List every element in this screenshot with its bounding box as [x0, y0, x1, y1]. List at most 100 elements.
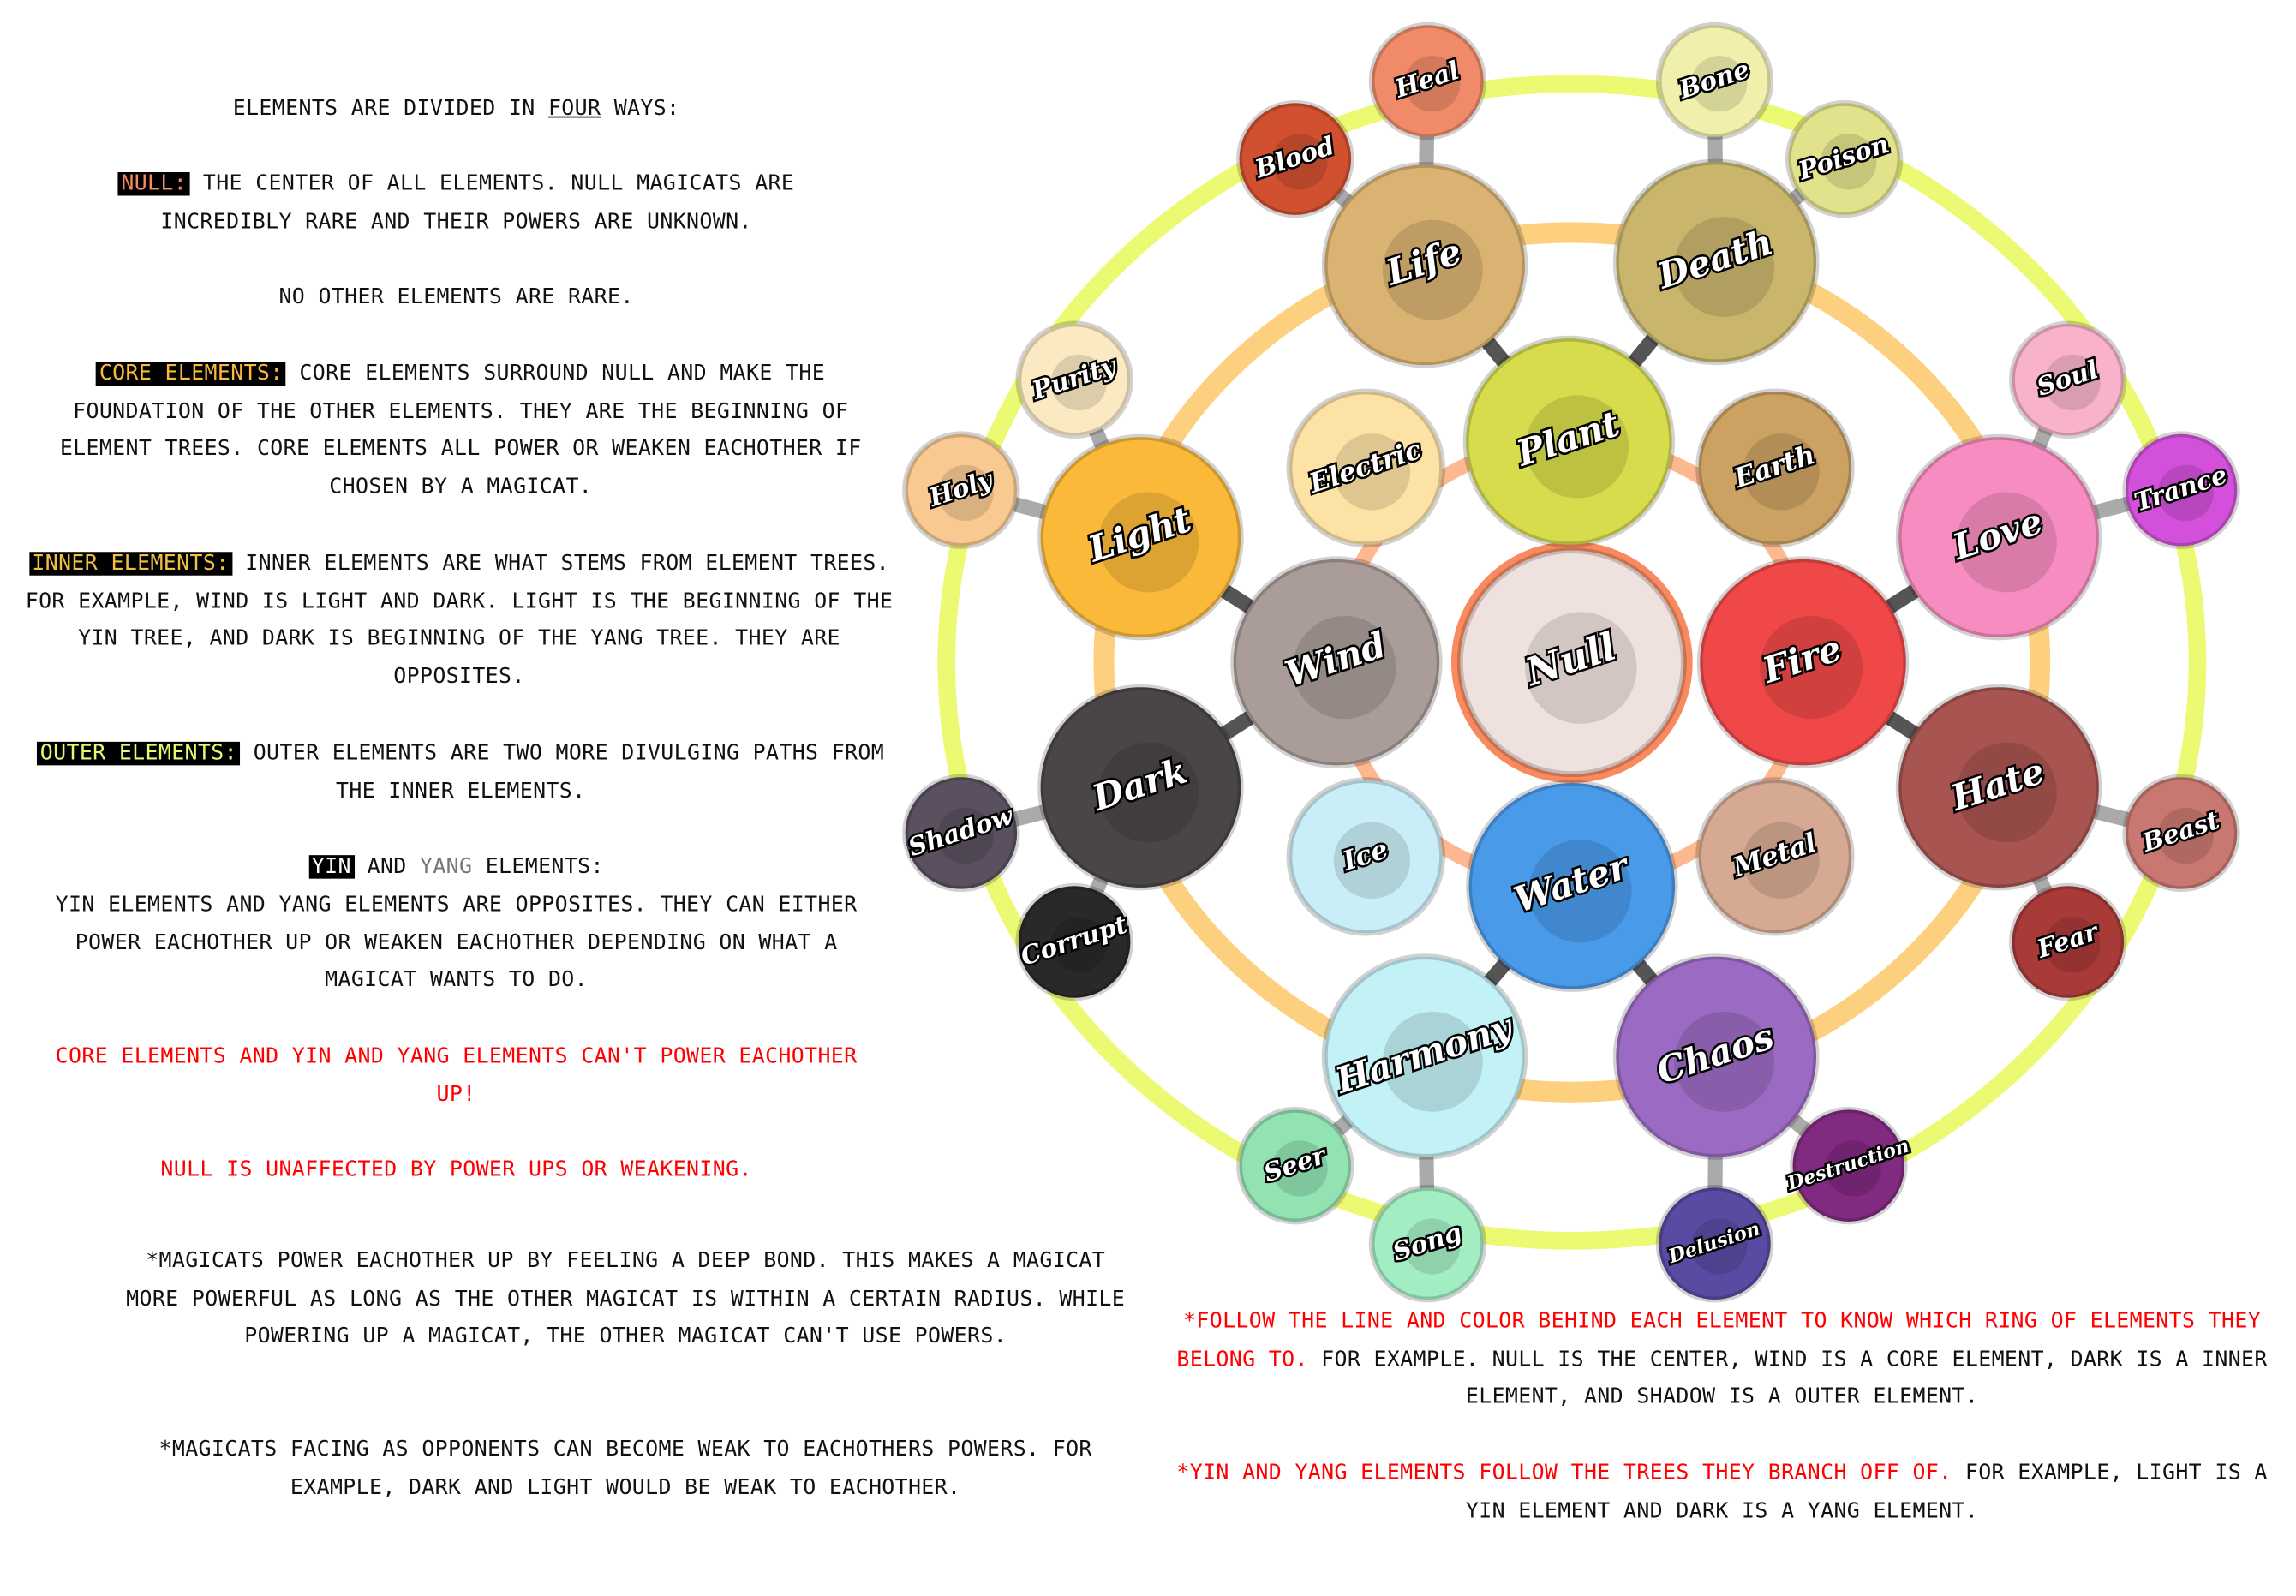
outer-seer-circle — [1236, 1106, 1354, 1225]
outer-heal-circle — [1368, 21, 1487, 140]
holy-symbol-icon — [937, 464, 994, 522]
poison-symbol-icon — [1821, 134, 1877, 190]
core-water-circle — [1466, 780, 1678, 992]
yin-and: and — [354, 855, 420, 879]
dark-symbol-icon — [1098, 742, 1199, 843]
outer-ring — [937, 75, 2207, 1250]
ring-note: *Follow the line and color behind each e… — [1163, 1304, 2281, 1417]
inner-chaos-circle — [1612, 953, 1820, 1160]
destruction-symbol-icon — [1825, 1140, 1881, 1197]
inner-ring-ice-circle — [1286, 777, 1446, 936]
core-plant-circle — [1462, 335, 1676, 548]
core-wind-circle — [1230, 556, 1443, 768]
heading-text: Elements are divided in — [232, 97, 548, 121]
shadow-symbol-icon — [937, 808, 994, 864]
seer-symbol-icon — [1271, 1140, 1328, 1197]
beast-symbol-icon — [2157, 808, 2214, 864]
yang-word: YANG — [419, 855, 473, 879]
outer-bone-circle — [1655, 21, 1774, 140]
metal-symbol-icon — [1743, 822, 1820, 900]
heading: Elements are divided in four ways: — [29, 92, 882, 129]
harmony-symbol-icon — [1382, 1011, 1483, 1112]
purity-symbol-icon — [1050, 354, 1108, 411]
outer-soul-circle — [2009, 320, 2127, 439]
plant-symbol-icon — [1525, 395, 1629, 499]
inner-text: Inner elements are what stems from eleme… — [25, 552, 894, 690]
core-fire-circle — [1696, 556, 1910, 768]
core-text: Core elements surround null and make the… — [59, 362, 862, 499]
null-tag: NULL: — [117, 172, 190, 196]
inner-life-circle — [1321, 161, 1528, 368]
heading-emphasis: four — [547, 97, 601, 121]
ring-note-black: For example. Null is the center, wind is… — [1307, 1348, 2268, 1409]
fire-symbol-icon — [1760, 615, 1863, 720]
heal-symbol-icon — [1404, 56, 1461, 112]
wind-symbol-icon — [1293, 615, 1396, 720]
death-symbol-icon — [1674, 217, 1774, 318]
life-symbol-icon — [1382, 219, 1483, 320]
outer-corrupt-circle — [1015, 882, 1133, 1001]
outer-tag: OUTER ELEMENTS: — [37, 741, 241, 765]
trance-symbol-icon — [2157, 464, 2214, 522]
inner-light-circle — [1037, 433, 1244, 641]
love-symbol-icon — [1956, 492, 2057, 593]
tree-note-black: For example, light is a yin element and … — [1465, 1461, 2268, 1523]
chaos-symbol-icon — [1674, 1011, 1774, 1112]
warning-core: Core elements and yin and yang elements … — [55, 1044, 858, 1107]
yin-tag: YIN — [308, 855, 355, 879]
song-symbol-icon — [1404, 1218, 1461, 1275]
outer-song-circle — [1368, 1184, 1487, 1303]
inner-death-circle — [1612, 158, 1820, 366]
power-up-note: *Magicats power eachother up by feeling … — [126, 1249, 1126, 1349]
yin-yang-heading: YIN and YANG elements: — [29, 849, 882, 887]
light-symbol-icon — [1098, 492, 1199, 593]
earth-symbol-icon — [1743, 433, 1820, 511]
rare-note: No other elements are rare. — [278, 285, 634, 309]
inner-paragraph: INNER ELEMENTS: Inner elements are what … — [21, 546, 898, 697]
core-tag: CORE ELEMENTS: — [96, 362, 287, 386]
fear-symbol-icon — [2044, 917, 2101, 973]
soul-symbol-icon — [2044, 354, 2101, 411]
outer-destruction-circle — [1790, 1106, 1908, 1225]
corrupt-symbol-icon — [1050, 917, 1108, 973]
heading-text-end: ways: — [601, 97, 680, 121]
yin-post: elements: — [472, 855, 604, 879]
outer-fear-circle — [2009, 882, 2127, 1001]
hate-symbol-icon — [1956, 742, 2057, 843]
outer-beast-circle — [2122, 774, 2240, 893]
delusion-symbol-icon — [1691, 1218, 1748, 1275]
outer-poison-circle — [1785, 99, 1904, 218]
inner-ring-earth-circle — [1695, 388, 1855, 548]
middle-ring — [1093, 222, 2051, 1103]
blood-symbol-icon — [1271, 134, 1328, 190]
outer-blood-circle — [1236, 99, 1354, 218]
null-null-circle — [1456, 547, 1687, 778]
outer-delusion-circle — [1655, 1184, 1774, 1303]
outer-purity-circle — [1015, 320, 1133, 439]
null-text: the center of all elements. Null magicat… — [160, 172, 795, 234]
warning-null: Null is unaffected by power ups or weake… — [160, 1158, 752, 1182]
null-symbol-icon — [1524, 612, 1637, 724]
core-paragraph: CORE ELEMENTS: Core elements surround nu… — [27, 356, 895, 508]
ring-note-red: *Follow the line and color behind each e… — [1176, 1310, 2262, 1372]
tree-note-red: *Yin and yang elements follow the trees … — [1176, 1461, 1952, 1485]
outer-holy-circle — [902, 431, 1020, 549]
ice-symbol-icon — [1333, 822, 1411, 900]
yin-yang-text: Yin elements and yang elements are oppos… — [55, 893, 858, 993]
inner-hate-circle — [1895, 684, 2102, 891]
outer-text: Outer elements are two more divulging pa… — [240, 741, 885, 804]
water-symbol-icon — [1528, 840, 1632, 943]
electric-symbol-icon — [1333, 433, 1411, 511]
outer-trance-circle — [2122, 431, 2240, 549]
null-paragraph: NULL: the center of all elements. Null m… — [59, 166, 854, 242]
inner-tag: INNER ELEMENTS: — [28, 552, 232, 576]
inner-ring-electric-circle — [1286, 388, 1446, 548]
bone-symbol-icon — [1691, 56, 1748, 112]
weakness-note: *Magicats facing as opponents can become… — [158, 1438, 1092, 1500]
inner-dark-circle — [1037, 684, 1244, 891]
outer-shadow-circle — [902, 774, 1020, 893]
inner-ring-metal-circle — [1695, 777, 1855, 936]
tree-note: *Yin and yang elements follow the trees … — [1163, 1456, 2281, 1531]
